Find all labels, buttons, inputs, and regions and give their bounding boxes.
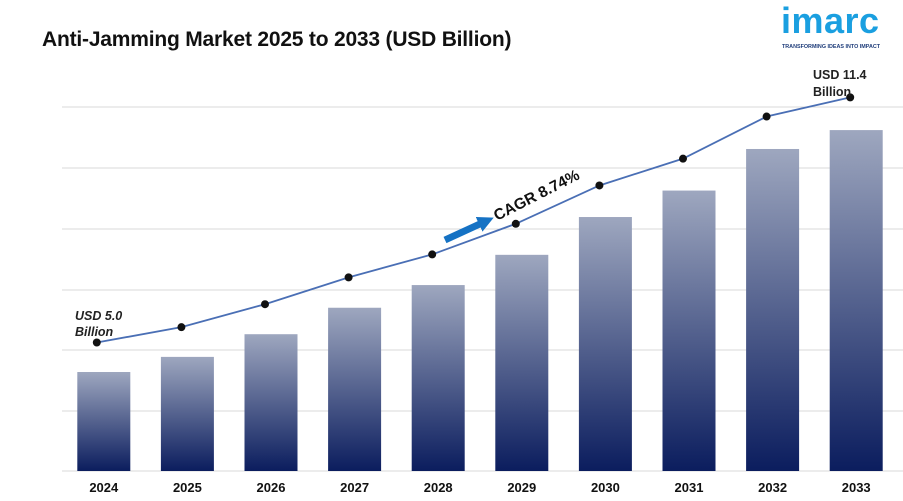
trend-point-2031 bbox=[679, 154, 687, 163]
logo-tagline: TRANSFORMING IDEAS INTO IMPACT bbox=[782, 44, 881, 50]
trend-point-2027 bbox=[344, 273, 353, 282]
trend-point-2030 bbox=[595, 181, 604, 190]
imarc-logo: imarc TRANSFORMING IDEAS INTO IMPACT bbox=[778, 0, 893, 54]
end-value-label: USD 11.4 bbox=[813, 68, 867, 82]
trend-point-2029 bbox=[511, 219, 520, 228]
bars bbox=[77, 130, 883, 472]
x-tick-2032: 2032 bbox=[758, 480, 787, 495]
trend-point-2025 bbox=[177, 323, 186, 332]
trend-polyline bbox=[96, 96, 851, 344]
bar-2025 bbox=[160, 356, 214, 471]
trend-point-2026 bbox=[261, 300, 269, 309]
x-tick-2026: 2026 bbox=[257, 480, 286, 495]
bar-2028 bbox=[411, 285, 465, 471]
bar-2030 bbox=[578, 217, 632, 471]
bar-2026 bbox=[244, 334, 298, 471]
chart-title: Anti-Jamming Market 2025 to 2033 (USD Bi… bbox=[42, 28, 512, 51]
cagr-label: CAGR 8.74% bbox=[491, 167, 583, 225]
bar-2032 bbox=[746, 148, 800, 472]
x-axis-labels: 2024 2025 2026 2027 2028 2029 2030 2031 2032 2033 bbox=[89, 480, 870, 495]
x-tick-2028: 2028 bbox=[424, 480, 453, 495]
x-tick-2027: 2027 bbox=[340, 480, 369, 495]
trend-line bbox=[92, 93, 855, 347]
bar-2027 bbox=[328, 307, 382, 471]
bar-2024 bbox=[77, 372, 131, 471]
trend-point-2033 bbox=[846, 93, 855, 102]
x-tick-2030: 2030 bbox=[591, 480, 620, 495]
end-unit-label: Billion bbox=[813, 85, 851, 99]
bar-2033 bbox=[829, 130, 883, 471]
x-tick-2033: 2033 bbox=[842, 480, 871, 495]
bar-2031 bbox=[662, 190, 716, 471]
start-value-label: USD 5.0 bbox=[75, 309, 122, 323]
x-tick-2031: 2031 bbox=[675, 480, 704, 495]
trend-point-2024 bbox=[92, 338, 101, 347]
x-tick-2029: 2029 bbox=[507, 480, 536, 495]
trend-point-2032 bbox=[762, 112, 771, 121]
trend-point-2028 bbox=[428, 250, 437, 259]
x-tick-2024: 2024 bbox=[89, 480, 119, 495]
start-unit-label: Billion bbox=[75, 325, 114, 339]
logo-wordmark: imarc bbox=[781, 0, 880, 41]
bar-2029 bbox=[495, 254, 549, 471]
x-tick-2025: 2025 bbox=[173, 480, 202, 495]
cagr-arrow-icon bbox=[443, 217, 494, 244]
